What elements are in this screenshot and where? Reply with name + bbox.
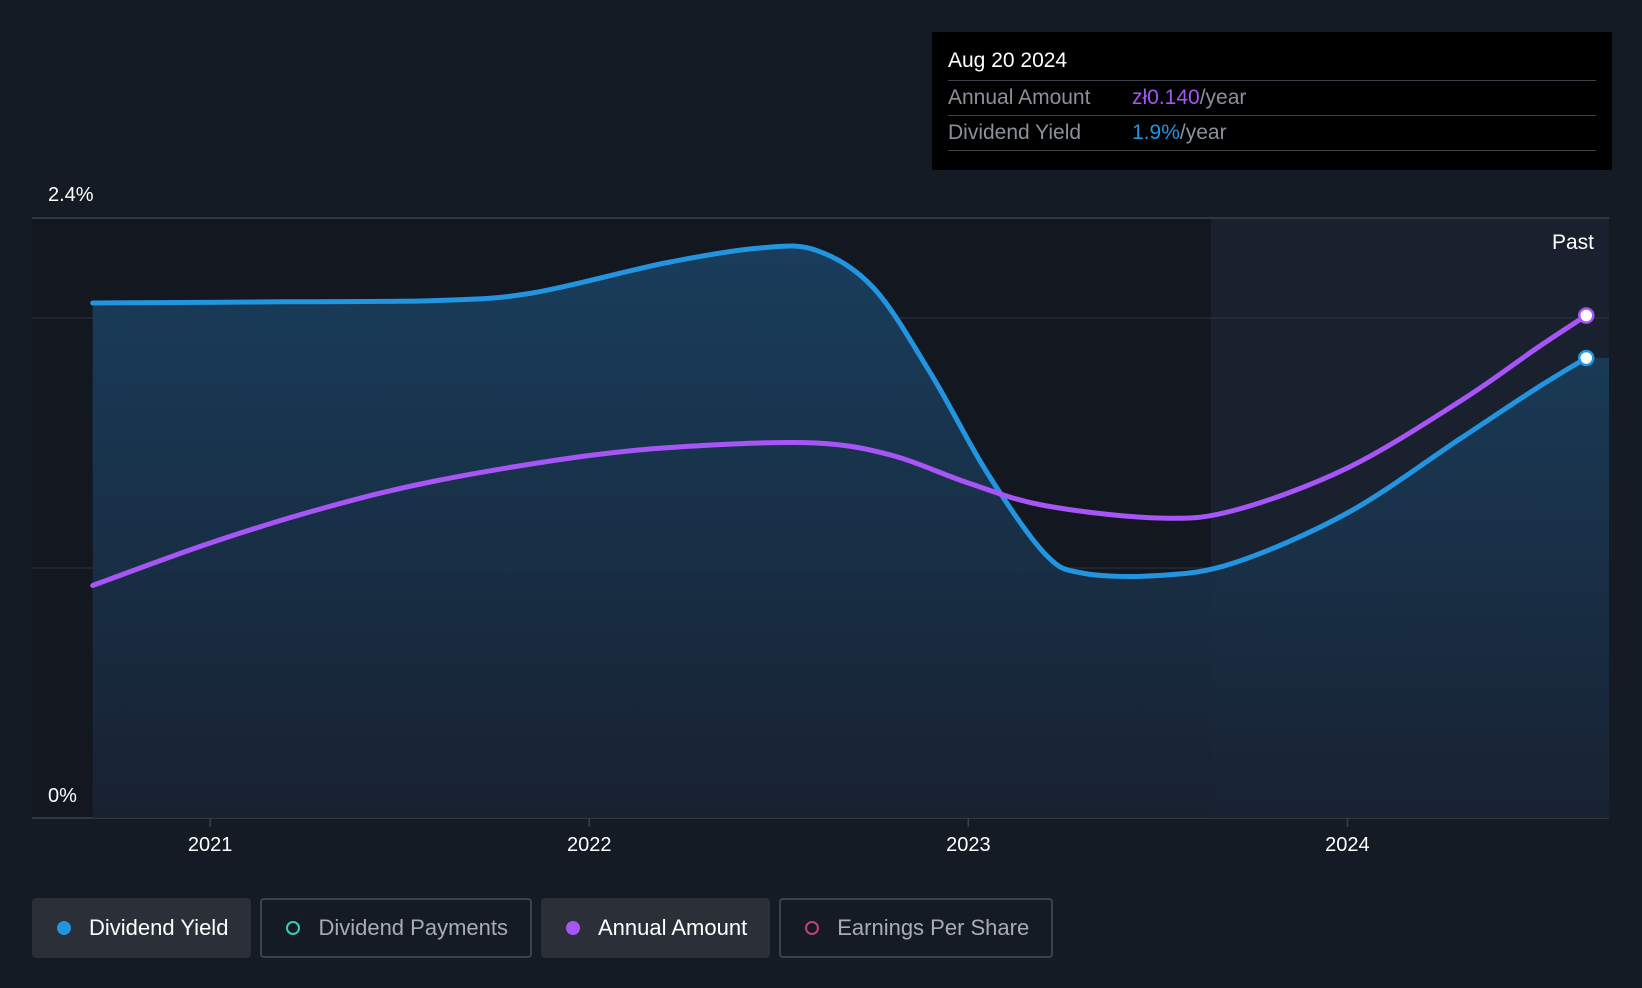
legend-dividend-payments-label: Dividend Payments (318, 915, 508, 940)
annual-amount-line (90, 313, 1589, 588)
x-tick-label-2023: 2023 (946, 834, 991, 856)
legend-earnings-per-share-label: Earnings Per Share (837, 915, 1030, 940)
dividend-yield-area (92, 245, 1610, 818)
legend-dividend-yield-label: Dividend Yield (89, 915, 229, 940)
past-label: Past (1552, 231, 1594, 254)
legend-dividend-payments-dot-icon (286, 921, 301, 935)
x-tick-label-2021: 2021 (188, 834, 233, 856)
legend-earnings-per-share-dot-icon (805, 921, 820, 935)
tooltip-annual-amount-row: Annual Amount zł0.140 /year (948, 81, 1596, 116)
y-axis-min-label: 0% (48, 785, 77, 807)
dividend-yield-end-marker (1578, 349, 1595, 367)
legend-dividend-yield-button[interactable]: Dividend Yield (32, 898, 252, 958)
tooltip-dividend-yield-value: 1.9% (1132, 121, 1180, 144)
tooltip-annual-amount-unit: /year (1199, 86, 1247, 109)
tooltip-annual-amount-value: zł0.140 (1132, 86, 1200, 109)
x-tick-label-2022: 2022 (567, 834, 612, 856)
dividend-yield-line (90, 243, 1589, 579)
legend: Dividend Yield Dividend Payments Annual … (32, 898, 1054, 958)
legend-annual-amount-button[interactable]: Annual Amount (540, 898, 771, 958)
annual-amount-end-marker (1578, 307, 1595, 324)
legend-dividend-yield-dot-icon (57, 921, 71, 935)
tooltip-dividend-yield-unit: /year (1179, 121, 1227, 144)
hover-tooltip: Aug 20 2024 Annual Amount zł0.140 /year … (932, 32, 1612, 170)
tooltip-dividend-yield-row: Dividend Yield 1.9% /year (948, 116, 1596, 151)
tooltip-annual-amount-label: Annual Amount (948, 86, 1091, 109)
legend-annual-amount-label: Annual Amount (597, 915, 748, 940)
y-axis-max-label: 2.4% (48, 184, 94, 206)
tooltip-dividend-yield-label: Dividend Yield (948, 121, 1082, 144)
legend-dividend-payments-button[interactable]: Dividend Payments (260, 898, 532, 958)
x-tick-label-2024: 2024 (1325, 834, 1370, 856)
tooltip-date: Aug 20 2024 (948, 46, 1596, 81)
legend-earnings-per-share-button[interactable]: Earnings Per Share (779, 898, 1054, 958)
legend-annual-amount-dot-icon (565, 921, 580, 935)
